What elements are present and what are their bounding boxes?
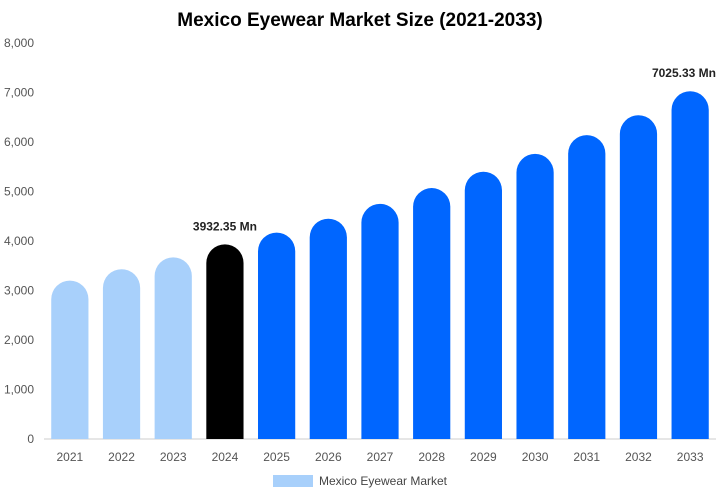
chart-title: Mexico Eyewear Market Size (2021-2033) bbox=[177, 10, 543, 31]
bar-2028 bbox=[413, 188, 451, 439]
x-tick-label: 2022 bbox=[108, 450, 135, 464]
bar-2025 bbox=[258, 232, 296, 439]
legend-label: Mexico Eyewear Market bbox=[318, 474, 448, 488]
data-label: 7025.33 Mn bbox=[652, 66, 716, 80]
bar-2033 bbox=[671, 91, 709, 440]
bar-2030 bbox=[516, 153, 554, 439]
bar-2031 bbox=[568, 135, 606, 439]
bar-2026 bbox=[309, 218, 347, 439]
y-tick-label: 3,000 bbox=[4, 284, 34, 298]
x-tick-label: 2032 bbox=[625, 450, 652, 464]
x-tick-label: 2024 bbox=[212, 450, 239, 464]
y-tick-label: 8,000 bbox=[4, 36, 34, 50]
bar-2027 bbox=[361, 203, 399, 439]
y-tick-label: 0 bbox=[27, 432, 34, 446]
y-tick-label: 6,000 bbox=[4, 135, 34, 149]
bar-2029 bbox=[464, 171, 502, 439]
y-tick-label: 5,000 bbox=[4, 185, 34, 199]
legend-swatch bbox=[272, 475, 313, 487]
y-tick-label: 2,000 bbox=[4, 333, 34, 347]
x-tick-label: 2028 bbox=[418, 450, 445, 464]
y-tick-label: 1,000 bbox=[4, 383, 34, 397]
x-tick-label: 2033 bbox=[677, 450, 704, 464]
y-tick-label: 4,000 bbox=[4, 234, 34, 248]
x-tick-label: 2031 bbox=[573, 450, 600, 464]
bar-2024 bbox=[206, 244, 244, 439]
x-tick-label: 2021 bbox=[56, 450, 83, 464]
x-tick-label: 2030 bbox=[522, 450, 549, 464]
bar-2032 bbox=[619, 115, 658, 439]
x-tick-label: 2029 bbox=[470, 450, 497, 464]
x-tick-label: 2027 bbox=[367, 450, 394, 464]
bar-2021 bbox=[51, 280, 89, 439]
legend: Mexico Eyewear Market bbox=[0, 474, 720, 488]
y-tick-label: 7,000 bbox=[4, 86, 34, 100]
data-label: 3932.35 Mn bbox=[193, 219, 257, 233]
bar-2022 bbox=[102, 269, 141, 439]
bar-2023 bbox=[154, 257, 192, 439]
x-tick-label: 2025 bbox=[263, 450, 290, 464]
x-tick-label: 2026 bbox=[315, 450, 342, 464]
x-tick-label: 2023 bbox=[160, 450, 187, 464]
